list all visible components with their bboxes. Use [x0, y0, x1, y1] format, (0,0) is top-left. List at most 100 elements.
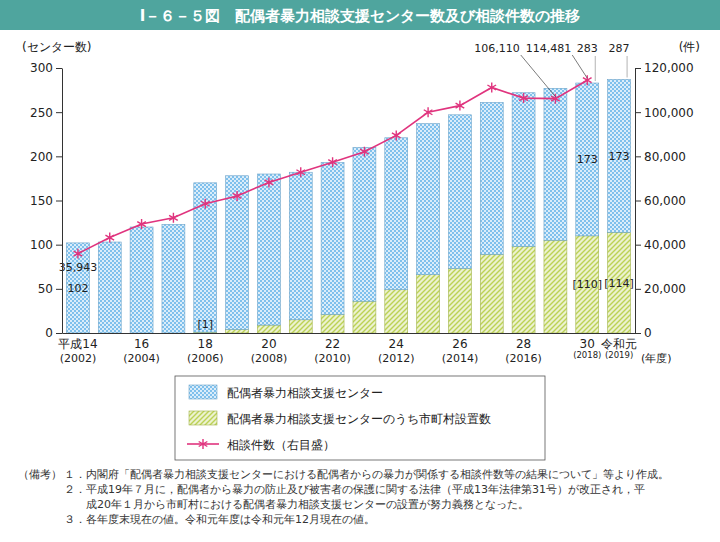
bar [194, 183, 217, 332]
bar [289, 172, 312, 320]
tick-mark [56, 289, 62, 290]
line-marker [201, 199, 210, 209]
tick-label: 200 [30, 150, 53, 164]
bar [417, 275, 440, 333]
y-tick: 200 [30, 150, 62, 164]
x-tick: 28(2016) [505, 333, 542, 365]
y-tick: 250 [30, 106, 62, 120]
tick-label: 40,000 [644, 238, 686, 252]
legend-swatch [189, 385, 217, 399]
chart-root: Ⅰ－６－５図 配偶者暴力相談支援センター数及び相談件数の推移102173173[… [0, 0, 720, 542]
annotation: 287 [609, 42, 630, 55]
bar [544, 88, 567, 240]
legend-label: 配偶者暴力相談支援センターのうち市町村設置数 [227, 412, 491, 426]
bar [321, 314, 344, 333]
bar [480, 102, 503, 254]
tick-label: 120,000 [644, 61, 694, 75]
y-tick: 300 [30, 61, 62, 75]
leader-line [572, 55, 587, 78]
data-label: 35,943 [59, 261, 98, 274]
bar [480, 254, 503, 333]
y-tick: 150 [30, 194, 62, 208]
line-marker [456, 101, 465, 111]
note-line: 成20年１月から市町村における配偶者暴力相談支援センターの設置が努力義務となった… [86, 498, 529, 511]
tick-label: 50 [38, 282, 53, 296]
title-banner [0, 0, 720, 30]
chart-svg: Ⅰ－６－５図 配偶者暴力相談支援センター数及び相談件数の推移102173173[… [0, 0, 720, 542]
tick-mark [56, 112, 62, 113]
axis-line [62, 69, 63, 334]
line [78, 80, 587, 253]
bar [544, 240, 567, 333]
legend: 配偶者暴力相談支援センター配偶者暴力相談支援センターのうち市町村設置数相談件数（… [175, 376, 545, 460]
tick-label: 26(2014) [442, 337, 479, 365]
x-axis: 平成14(2002)16(2004)18(2006)20(2008)22(201… [58, 333, 637, 365]
data-label: 102 [67, 282, 88, 295]
line-marker [74, 249, 83, 259]
x-tick: 20(2008) [251, 333, 288, 365]
tick-mark [56, 156, 62, 157]
y2-tick: 120,000 [635, 61, 694, 75]
tick-label: 150 [30, 194, 53, 208]
y-tick: 100 [30, 238, 62, 252]
tick-mark [635, 289, 641, 290]
line-marker [551, 94, 560, 104]
bar [257, 174, 280, 325]
bar [512, 93, 535, 247]
x-tick: 22(2010) [314, 333, 351, 365]
line-marker [233, 191, 242, 201]
line-marker [519, 93, 528, 103]
x-tick: 30(2018) [573, 333, 601, 360]
bar-series [66, 79, 630, 333]
line-marker [296, 167, 305, 177]
line-marker [424, 107, 433, 117]
line-marker [360, 147, 369, 157]
tick-label: 20,000 [644, 282, 686, 296]
annotation-leader [627, 56, 628, 77]
bar [608, 79, 631, 232]
data-label: [114] [604, 277, 634, 290]
axis-line [63, 333, 636, 334]
y-tick: 50 [38, 282, 62, 296]
bar [385, 290, 408, 333]
tick-label: 24(2012) [378, 337, 415, 365]
x-tick: 令和元(2019) [601, 333, 637, 360]
tick-label: 300 [30, 61, 53, 75]
tick-label: 令和元(2019) [601, 337, 637, 361]
notes: （備考）１．内閣府「配偶者暴力相談支援センターにおける配偶者からの暴力が関係する… [18, 468, 669, 526]
y2-tick: 0 [635, 326, 652, 340]
tick-label: 20(2008) [251, 337, 288, 365]
tick-mark [635, 201, 641, 202]
data-label: 173 [577, 153, 598, 166]
tick-label: 平成14(2002) [58, 337, 97, 365]
data-label: 114,481 [526, 42, 572, 55]
line-marker [583, 75, 592, 85]
line-marker [137, 219, 146, 229]
bar [385, 138, 408, 290]
bar [576, 83, 599, 236]
bar [66, 243, 89, 333]
bar [289, 320, 312, 333]
bar [226, 329, 249, 333]
tick-mark [635, 245, 641, 246]
bar [417, 124, 440, 275]
tick-mark [56, 201, 62, 202]
bar [448, 115, 471, 269]
bar [353, 148, 376, 302]
x-tick: 16(2004) [123, 333, 160, 365]
legend-label: 配偶者暴力相談支援センター [227, 386, 383, 400]
y2-tick: 100,000 [635, 106, 694, 120]
tick-label: 16(2004) [123, 337, 160, 365]
note-line: ２．平成19年７月に，配偶者から暴力の防止及び被害者の保護に関する法律（平成13… [64, 483, 645, 496]
data-label: [1] [197, 318, 213, 331]
x-axis-title: (年度) [641, 352, 672, 365]
annotation: 283 [577, 42, 598, 55]
line-marker [328, 157, 337, 167]
tick-mark [635, 333, 641, 334]
tick-mark [56, 333, 62, 334]
y2-tick: 20,000 [635, 282, 686, 296]
note-line: １．内閣府「配偶者暴力相談支援センターにおける配偶者からの暴力が関係する相談件数… [64, 468, 669, 481]
data-labels: 102173173[1][110][114]35,943114,481106,1… [59, 42, 634, 331]
line-marker [169, 213, 178, 223]
x-tick: 26(2014) [442, 333, 479, 365]
